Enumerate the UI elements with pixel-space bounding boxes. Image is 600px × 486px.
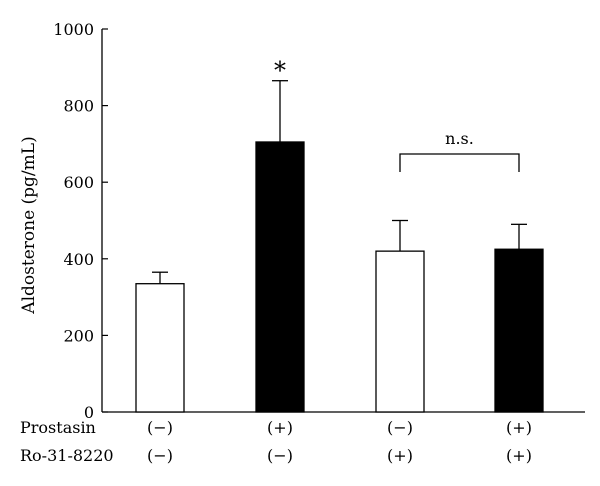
y-tick-label: 200 <box>63 326 94 345</box>
bar <box>375 250 425 413</box>
significance-mark: * <box>274 57 286 85</box>
factor-row-label: Ro-31-8220 <box>20 446 114 465</box>
factor-row-label: Prostasin <box>20 418 96 437</box>
bar <box>255 141 305 413</box>
bar <box>135 283 185 413</box>
factor-value: (+) <box>506 418 532 437</box>
factor-value: (+) <box>506 446 532 465</box>
axes: 0 200 400 600 800 1000 <box>53 20 585 422</box>
factor-value: (−) <box>147 418 173 437</box>
y-tick-label: 400 <box>63 250 94 269</box>
ns-label: n.s. <box>445 129 474 148</box>
bar <box>494 248 544 413</box>
ns-bracket <box>399 153 520 172</box>
factor-value: (−) <box>267 446 293 465</box>
factor-value: (−) <box>147 446 173 465</box>
y-tick-label: 0 <box>84 403 94 422</box>
factor-value: (−) <box>387 418 413 437</box>
factor-value: (+) <box>387 446 413 465</box>
y-tick-label: 1000 <box>53 20 94 39</box>
y-tick-label: 800 <box>63 97 94 116</box>
factor-table: Prostasin (−) (+) (−) (+) Ro-31-8220 (−) (−) (+)… <box>20 418 532 465</box>
bars <box>135 80 544 413</box>
y-axis-label: Aldosterone (pg/mL) <box>19 136 39 314</box>
y-tick-label: 600 <box>63 173 94 192</box>
annotations: * n.s. <box>274 57 520 172</box>
factor-value: (+) <box>267 418 293 437</box>
